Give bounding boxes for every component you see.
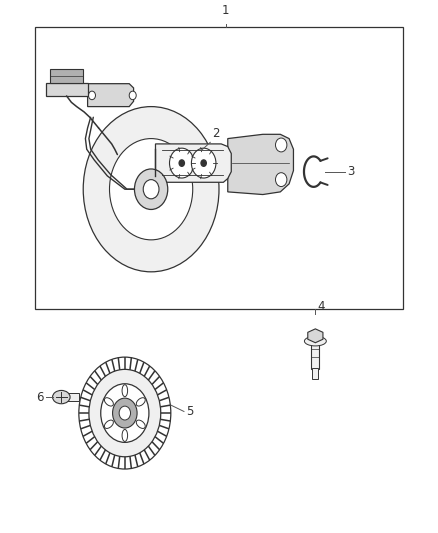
Ellipse shape	[104, 420, 113, 429]
Text: 3: 3	[347, 165, 354, 178]
Circle shape	[170, 148, 194, 178]
Circle shape	[129, 91, 136, 100]
Circle shape	[191, 148, 216, 178]
Circle shape	[134, 169, 168, 209]
Ellipse shape	[53, 390, 70, 404]
Bar	[67, 393, 79, 401]
Circle shape	[83, 107, 219, 272]
Text: 1: 1	[222, 4, 230, 17]
Circle shape	[276, 173, 287, 187]
Bar	[311, 338, 319, 369]
Circle shape	[110, 139, 193, 240]
Ellipse shape	[122, 385, 127, 397]
Text: 6: 6	[36, 391, 44, 403]
Text: 2: 2	[212, 127, 220, 140]
Circle shape	[113, 398, 137, 428]
Ellipse shape	[304, 336, 326, 346]
Ellipse shape	[104, 398, 113, 406]
Circle shape	[201, 160, 206, 166]
Circle shape	[276, 138, 287, 152]
Polygon shape	[88, 84, 134, 107]
Circle shape	[101, 384, 149, 442]
Polygon shape	[46, 83, 88, 96]
Circle shape	[88, 91, 95, 100]
Circle shape	[89, 369, 161, 457]
Circle shape	[143, 180, 159, 199]
Circle shape	[179, 160, 184, 166]
Circle shape	[119, 406, 131, 420]
Text: 4: 4	[317, 300, 325, 313]
Ellipse shape	[136, 398, 145, 406]
Polygon shape	[50, 69, 83, 83]
Circle shape	[79, 357, 171, 469]
Ellipse shape	[136, 420, 145, 429]
Text: 5: 5	[186, 405, 193, 418]
Polygon shape	[308, 329, 323, 343]
Bar	[312, 368, 318, 379]
Ellipse shape	[122, 430, 127, 441]
Polygon shape	[228, 134, 293, 195]
Bar	[35, 27, 403, 309]
Polygon shape	[155, 144, 231, 182]
